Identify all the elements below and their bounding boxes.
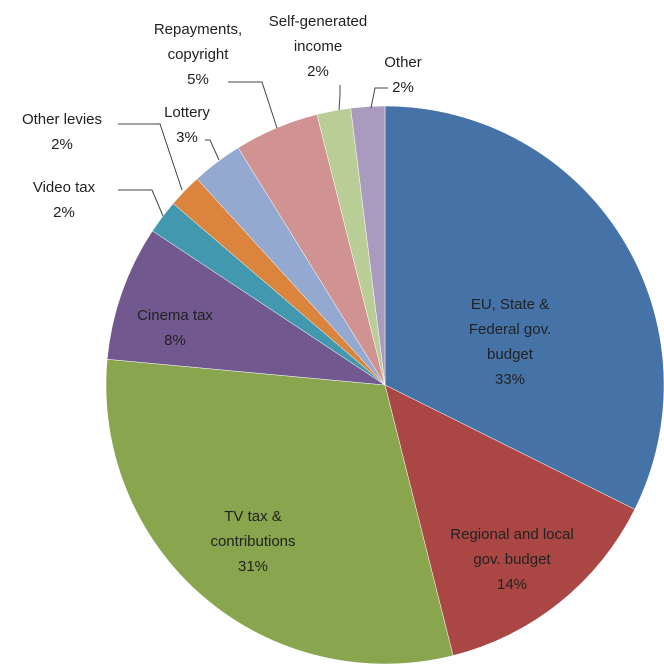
- leader-line: [338, 85, 341, 111]
- pie-slice: [384, 105, 664, 510]
- value-label: 2%: [51, 136, 73, 153]
- value-label: 2%: [392, 79, 414, 96]
- value-label: 2%: [307, 63, 329, 80]
- slice-label: Cinema tax: [137, 307, 213, 324]
- slice-label: Self-generated income: [269, 13, 367, 55]
- value-label: 14%: [497, 576, 527, 593]
- value-label: 8%: [164, 332, 186, 349]
- slice-label: EU, State & Federal gov. budget: [469, 296, 551, 363]
- pie-slice: [106, 230, 386, 386]
- slice-label: Regional and local gov. budget: [450, 526, 573, 568]
- value-label: 3%: [176, 129, 198, 146]
- leader-line: [228, 81, 278, 129]
- pie-slice: [384, 384, 636, 656]
- slice-label: Other: [384, 54, 422, 71]
- value-label: 5%: [187, 71, 209, 88]
- value-label: 31%: [238, 558, 268, 575]
- value-label: 33%: [495, 371, 525, 388]
- pie-slice: [350, 105, 386, 386]
- value-label: 2%: [53, 204, 75, 221]
- leader-line: [118, 123, 183, 191]
- leader-line: [118, 189, 164, 217]
- slice-label: Video tax: [33, 179, 96, 196]
- slice-label: Repayments, copyright: [154, 21, 242, 63]
- leader-line: [205, 139, 220, 161]
- leader-line: [370, 87, 388, 109]
- slice-label: Lottery: [164, 104, 210, 121]
- slice-label: TV tax & contributions: [210, 508, 295, 550]
- slice-label: Other levies: [22, 111, 102, 128]
